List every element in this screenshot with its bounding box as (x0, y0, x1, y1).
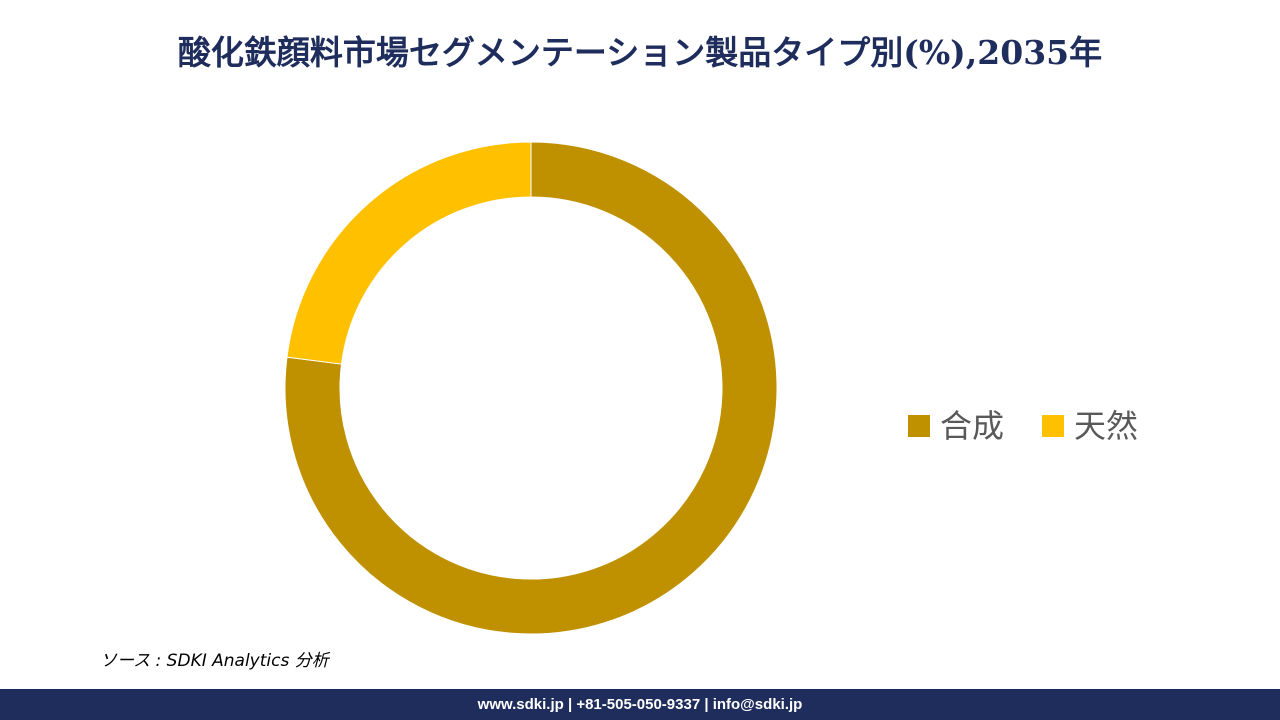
legend-label-synthetic: 合成 (940, 407, 1005, 445)
legend-item-natural: 天然 (1042, 404, 1138, 448)
footer-contact: www.sdki.jp | +81-505-050-9337 | info@sd… (477, 696, 803, 713)
legend-swatch-natural (1042, 415, 1065, 437)
chart-legend: 合成 天然 (908, 404, 1138, 448)
legend-label-natural: 天然 (1074, 407, 1139, 445)
donut-slice-synthetic (284, 141, 778, 635)
legend-item-synthetic: 合成 (908, 404, 1004, 448)
source-note: ソース : SDKI Analytics 分析 (100, 651, 329, 671)
chart-title: 酸化鉄顔料市場セグメンテーション製品タイプ別(%),2035年 (177, 33, 1103, 72)
legend-swatch-synthetic (908, 415, 930, 437)
footer-bar: www.sdki.jp | +81-505-050-9337 | info@sd… (0, 689, 1280, 720)
donut-chart (284, 141, 778, 635)
donut-slice-natural (286, 141, 532, 365)
